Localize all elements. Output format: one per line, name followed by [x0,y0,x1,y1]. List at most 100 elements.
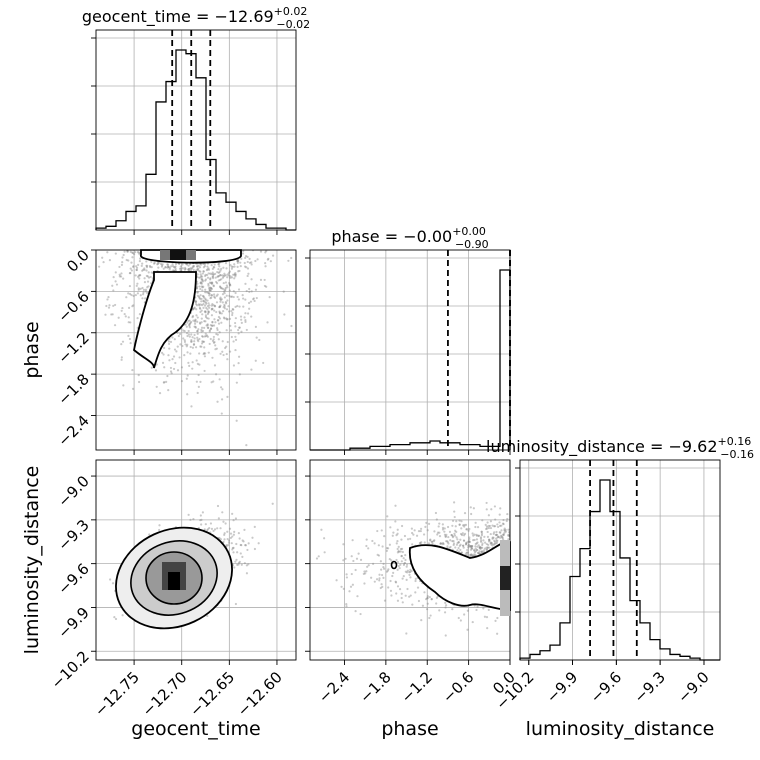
scatter-point [219,296,222,299]
scatter-point [139,257,142,260]
scatter-point [426,597,429,600]
scatter-point [421,604,425,607]
scatter-point [205,529,209,532]
scatter-point [180,380,184,383]
scatter-point [211,307,214,310]
scatter-point [192,268,195,271]
scatter-point [148,533,151,536]
histogram-luminosity_distance [519,479,720,661]
ytick-label-luminosity_distance: −9.6 [54,560,92,598]
scatter-point [467,543,471,546]
scatter-point [245,444,248,447]
scatter-point [488,539,491,542]
scatter-point [144,290,147,293]
scatter-point [222,281,225,285]
scatter-point [494,533,497,537]
scatter-point [355,557,359,560]
scatter-point [202,270,205,273]
scatter-point [113,615,116,619]
scatter-point [456,538,459,541]
scatter-point [193,337,196,340]
scatter-point [430,540,433,543]
scatter-point [227,539,231,542]
scatter-point [136,282,139,285]
scatter-point [191,367,194,370]
scatter-point [503,531,506,534]
scatter-point [254,325,257,328]
scatter-point [131,387,135,390]
scatter-point [250,278,253,281]
scatter-point [196,265,199,268]
scatter-point [217,322,221,325]
scatter-point [200,523,203,526]
scatter-point [208,342,211,346]
scatter-point [414,591,417,594]
scatter-point [221,350,224,353]
scatter-point [215,332,218,336]
scatter-point [109,578,112,581]
scatter-point [467,540,470,544]
scatter-point [426,608,429,611]
scatter-point [419,529,422,533]
scatter-point [486,521,489,524]
scatter-point [490,543,493,547]
scatter-point [439,542,442,545]
scatter-point [191,316,194,319]
scatter-point [195,304,199,307]
scatter-point [189,345,192,349]
scatter-point [218,306,221,309]
scatter-point [486,530,489,534]
scatter-point [403,534,407,538]
scatter-point [389,526,392,529]
scatter-point [223,289,227,292]
scatter-point [254,288,258,291]
scatter-point [214,276,217,279]
scatter-point [201,279,204,282]
scatter-point [405,578,408,581]
scatter-point [232,290,235,293]
scatter-point [382,562,385,565]
scatter-point [497,535,500,539]
scatter-point [220,287,224,290]
scatter-point [244,543,247,547]
scatter-point [183,340,187,344]
scatter-point [459,538,462,541]
scatter-point [211,339,215,342]
scatter-point [419,527,423,530]
scatter-point [218,278,222,282]
scatter-point [222,275,225,278]
scatter-point [487,538,491,541]
scatter-point [186,343,189,346]
scatter-point [345,573,348,576]
scatter-point [211,320,214,324]
scatter-point [175,350,178,353]
hist-grid-geocent_time [96,30,296,230]
scatter-point [252,298,255,301]
scatter-point [464,523,468,526]
scatter-point [495,539,498,542]
scatter-point [471,532,474,535]
scatter-point [234,335,237,338]
scatter-point [453,510,456,513]
scatter-point [500,534,503,537]
scatter-point [228,310,231,313]
scatter-point [366,565,369,568]
scatter-point [172,266,176,269]
scatter-point [458,519,461,522]
histogram-geocent_time [95,49,296,231]
scatter-point [223,317,226,320]
scatter-point [202,270,205,273]
scatter-point [476,545,479,548]
scatter-point [491,543,495,546]
scatter-point [435,518,438,521]
scatter-point [187,268,190,271]
scatter-point [238,305,241,308]
scatter-point [229,264,232,267]
scatter-point [193,333,196,337]
scatter-point [180,366,184,369]
scatter-point [146,291,149,295]
scatter-point [475,538,479,541]
scatter-point [225,267,228,270]
scatter-point [211,303,214,306]
scatter-point [179,343,182,346]
